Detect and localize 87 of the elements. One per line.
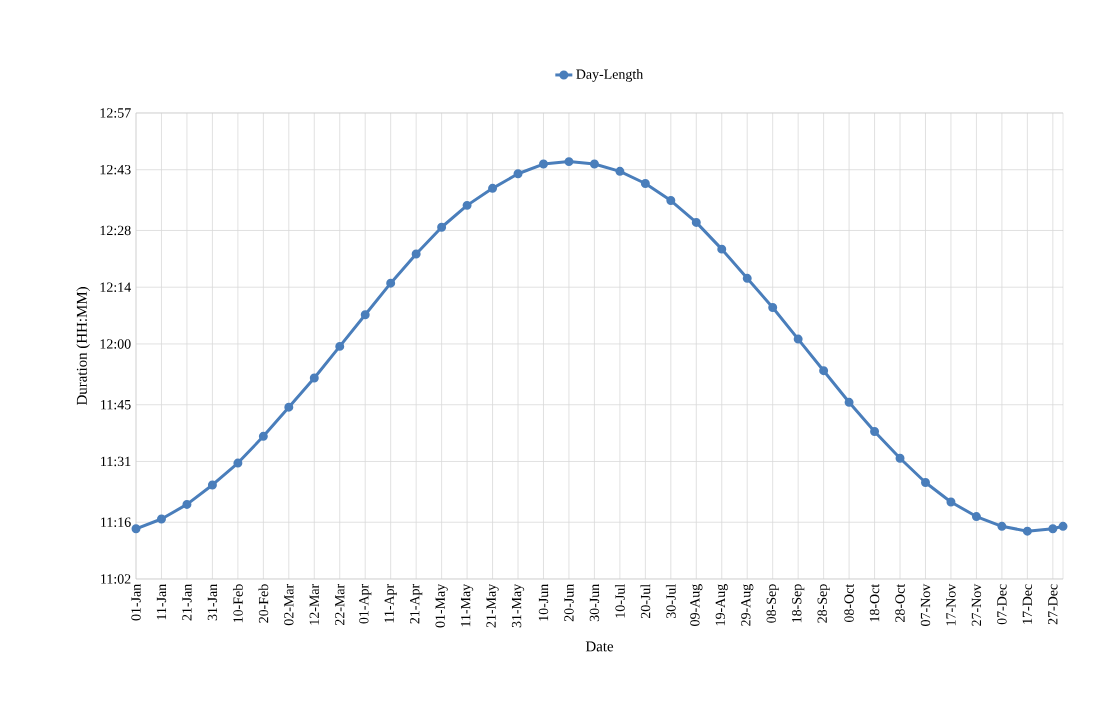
point: [488, 183, 498, 193]
x-tick-label: 21-Jan: [182, 584, 192, 621]
x-tick-label: 28-Sep: [817, 584, 830, 623]
x-tick-label: 01-Apr: [359, 583, 372, 624]
x-tick-label: 28-Oct: [895, 583, 905, 622]
x-tick-label: 20-Jul: [640, 584, 651, 619]
x-tick-label: 31-May: [511, 583, 525, 628]
x-tick-label: 07-Nov: [920, 583, 931, 626]
x-tick-label: 20-Feb: [258, 584, 269, 623]
x-tick-label: 08-Oct: [844, 583, 854, 623]
x-tick-label: 11-Jan: [156, 584, 167, 620]
x-tick-label: 01-May: [435, 583, 448, 628]
point: [513, 169, 523, 179]
x-axis-title: Date: [585, 641, 614, 652]
point: [411, 249, 421, 259]
x-tick-label: 30-Jun: [589, 584, 600, 622]
point: [946, 497, 956, 507]
y-tick-label: 11:45: [101, 400, 131, 410]
point: [793, 334, 803, 344]
point: [997, 521, 1007, 531]
point: [564, 157, 574, 167]
point: [131, 524, 141, 534]
x-tick-label: 12-Mar: [309, 583, 319, 625]
point: [309, 373, 319, 383]
point: [870, 426, 880, 436]
point: [233, 458, 243, 468]
x-tick-label: 27-Dec: [1048, 584, 1058, 625]
x-tick-label: 11-Apr: [384, 583, 397, 623]
y-axis-title: Duration (HH:MM): [76, 287, 90, 406]
x-tick-label: 20-Jun: [564, 584, 574, 622]
legend-label: Day-Length: [576, 69, 644, 82]
x-tick-label: 30-Jul: [665, 584, 676, 619]
y-tick-label: 12:00: [100, 339, 131, 349]
point: [462, 200, 472, 210]
point: [207, 480, 217, 490]
point: [182, 499, 192, 509]
point: [258, 431, 268, 441]
x-tick-label: 22-Mar: [335, 583, 345, 626]
x-tick-label: 10-Feb: [232, 584, 243, 623]
x-tick-label: 01-Jan: [131, 584, 141, 621]
x-tick-label: 21-May: [486, 583, 499, 628]
point: [386, 278, 396, 288]
x-tick-label: 31-Jan: [207, 584, 218, 621]
point: [360, 310, 370, 320]
x-tick-label: 17-Dec: [1022, 584, 1033, 624]
x-tick-label: 18-Sep: [792, 584, 805, 623]
point: [589, 159, 599, 169]
y-tick-label: 11:16: [101, 517, 131, 527]
point: [819, 366, 829, 376]
x-tick-label: 18-Oct: [869, 583, 880, 622]
x-tick-label: 17-Nov: [946, 583, 956, 626]
y-tick-label: 12:28: [100, 225, 131, 236]
point: [437, 222, 447, 232]
point: [539, 159, 548, 169]
point: [156, 514, 166, 524]
point: [1058, 521, 1068, 531]
y-tick-label: 12:14: [100, 282, 131, 292]
x-tick-label: 08-Sep: [766, 584, 779, 623]
y-tick-label: 12:43: [100, 164, 131, 175]
x-tick-label: 11-May: [460, 583, 474, 627]
x-tick-label: 10-Jul: [614, 584, 625, 618]
point: [1022, 526, 1032, 536]
y-tick-label: 11:02: [101, 574, 131, 584]
point: [921, 478, 930, 488]
x-tick-label: 02-Mar: [284, 583, 294, 626]
point: [1048, 524, 1058, 534]
point: [971, 512, 981, 522]
point: [691, 217, 701, 227]
point: [895, 453, 905, 463]
point: [284, 402, 294, 412]
x-tick-label: 27-Nov: [971, 583, 982, 626]
point: [742, 273, 752, 283]
y-tick-label: 12:57: [100, 108, 131, 118]
point: [768, 303, 778, 312]
x-tick-label: 21-Apr: [410, 583, 423, 624]
point: [717, 244, 727, 254]
x-tick-label: 29-Aug: [741, 584, 754, 626]
x-tick-label: 19-Aug: [715, 584, 728, 626]
point: [666, 196, 676, 205]
point: [335, 341, 345, 351]
point: [615, 166, 625, 176]
x-tick-label: 10-Jun: [538, 584, 549, 621]
point: [844, 397, 854, 407]
point: [640, 179, 650, 188]
x-tick-label: 09-Aug: [690, 584, 703, 626]
y-tick-label: 11:31: [101, 456, 131, 467]
x-tick-label: 07-Dec: [997, 584, 1007, 625]
